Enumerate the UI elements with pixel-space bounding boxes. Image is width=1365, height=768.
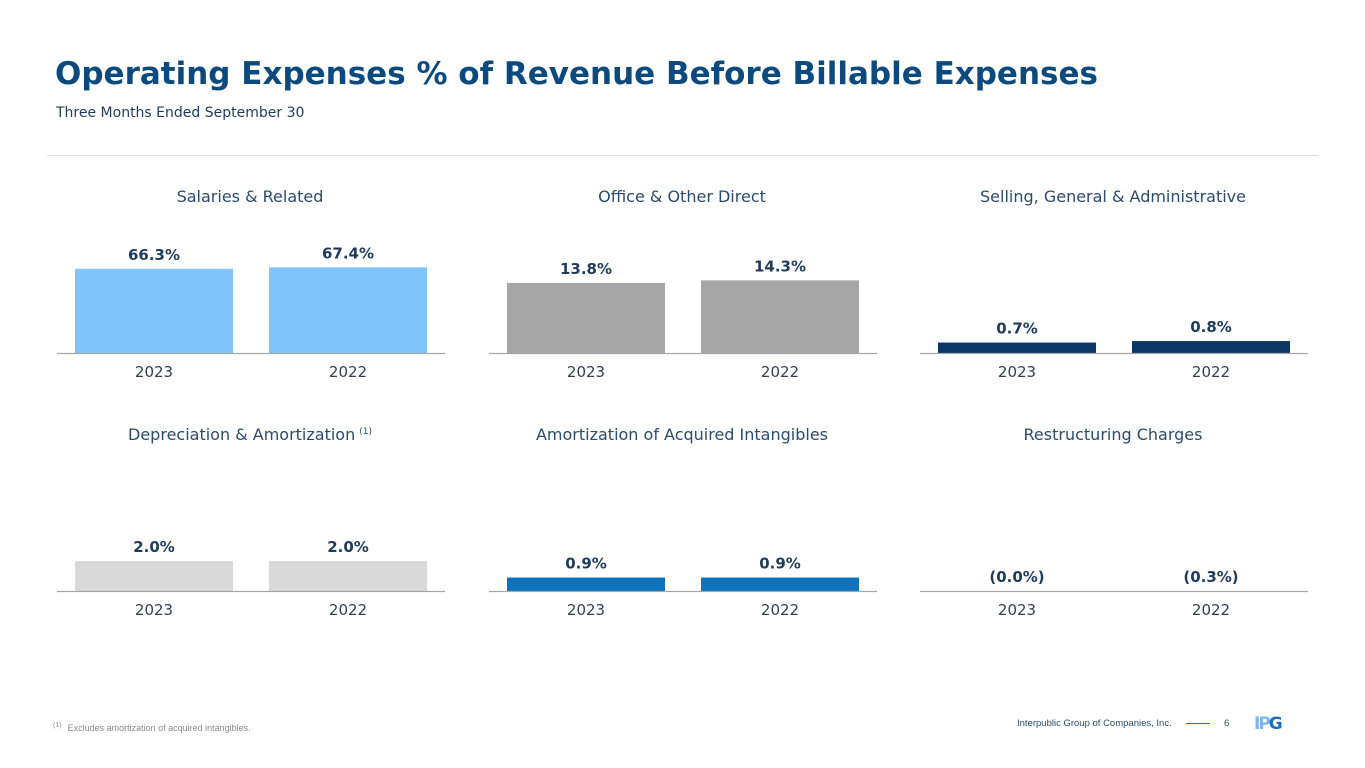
x-tick-label: 2023: [567, 601, 605, 619]
chart-title: Selling, General & Administrative: [898, 187, 1328, 206]
bar-chart: 66.3% 2023 67.4% 2022: [57, 244, 445, 381]
logo-part-2: G: [1268, 714, 1283, 734]
data-label: 0.7%: [996, 320, 1038, 338]
data-label: 0.8%: [1190, 318, 1232, 336]
data-label: 66.3%: [128, 246, 180, 264]
data-label: 0.9%: [759, 555, 801, 573]
chart-title-text: Amortization of Acquired Intangibles: [535, 425, 829, 444]
footnote-reference: (1): [359, 426, 372, 437]
bar-chart: 13.8% 2023 14.3% 2022: [489, 257, 877, 381]
logo-part-1: IP: [1254, 714, 1271, 734]
x-tick-label: 2023: [135, 363, 173, 381]
bar-chart: (0.0%) 2023 (0.3%) 2022: [920, 568, 1308, 619]
x-tick-label: 2022: [761, 601, 799, 619]
bar-2022: [269, 561, 427, 591]
x-tick-label: 2022: [761, 363, 799, 381]
bar-2023: [75, 561, 233, 591]
bar-2023: [507, 282, 665, 353]
chart-title: Amortization of Acquired Intangibles: [467, 425, 897, 444]
x-tick-label: 2022: [329, 601, 367, 619]
chart-title-text: Restructuring Charges: [1023, 425, 1203, 444]
page-subtitle: Three Months Ended September 30: [56, 105, 305, 121]
data-label: 2.0%: [327, 538, 369, 556]
bar-chart: 2.0% 2023 2.0% 2022: [57, 538, 445, 619]
data-label: (0.0%): [989, 568, 1044, 586]
chart-title-text: Depreciation & Amortization: [128, 425, 356, 444]
footnote-text: Excludes amortization of acquired intang…: [67, 723, 251, 733]
data-label: 13.8%: [560, 260, 612, 278]
bar-2023: [938, 342, 1096, 353]
x-tick-label: 2023: [135, 601, 173, 619]
data-label: (0.3%): [1183, 568, 1238, 586]
chart-title-text: Office & Other Direct: [598, 187, 766, 206]
chart-panel-salaries: Salaries & Related 66.3% 2023 67.4% 2022: [35, 187, 465, 397]
page-number: 6: [1224, 718, 1230, 729]
data-label: 67.4%: [322, 244, 374, 262]
footnote-mark: (1): [53, 722, 62, 729]
ipg-logo: IPG: [1254, 714, 1283, 734]
chart-panel-depreciation: Depreciation & Amortization (1) 2.0% 2023 2…: [35, 425, 465, 635]
chart-title-text: Selling, General & Administrative: [980, 187, 1246, 206]
x-tick-label: 2022: [329, 363, 367, 381]
x-tick-label: 2022: [1192, 363, 1230, 381]
data-label: 14.3%: [754, 257, 806, 275]
chart-title-text: Salaries & Related: [176, 187, 324, 206]
chart-title: Office & Other Direct: [467, 187, 897, 206]
x-tick-label: 2023: [998, 601, 1036, 619]
x-tick-label: 2023: [998, 363, 1036, 381]
chart-panel-sga: Selling, General & Administrative 0.7% 20…: [898, 187, 1328, 397]
x-tick-label: 2022: [1192, 601, 1230, 619]
x-tick-label: 2023: [567, 363, 605, 381]
bar-2022: [1132, 341, 1290, 353]
footer-separator: [1186, 723, 1210, 724]
bar-2023: [507, 577, 665, 591]
bar-chart: 0.9% 2023 0.9% 2022: [489, 555, 877, 619]
bar-2022: [701, 280, 859, 353]
page-title: Operating Expenses % of Revenue Before B…: [55, 56, 1098, 92]
chart-panel-restructuring: Restructuring Charges (0.0%) 2023 (0.3%) 20…: [898, 425, 1328, 635]
chart-title: Depreciation & Amortization (1): [35, 425, 465, 444]
bar-2022: [701, 577, 859, 591]
chart-panel-office: Office & Other Direct 13.8% 2023 14.3% 2022: [467, 187, 897, 397]
bar-2022: [269, 267, 427, 353]
chart-title: Restructuring Charges: [898, 425, 1328, 444]
data-label: 2.0%: [133, 538, 175, 556]
chart-panel-amortization: Amortization of Acquired Intangibles 0.9…: [467, 425, 897, 635]
header-divider: [47, 155, 1318, 156]
bar-chart: 0.7% 2023 0.8% 2022: [920, 318, 1308, 381]
footnote: (1) Excludes amortization of acquired int…: [53, 722, 251, 733]
footer-company-name: Interpublic Group of Companies, Inc.: [1017, 718, 1172, 729]
bar-2023: [75, 268, 233, 353]
chart-title: Salaries & Related: [35, 187, 465, 206]
data-label: 0.9%: [565, 555, 607, 573]
